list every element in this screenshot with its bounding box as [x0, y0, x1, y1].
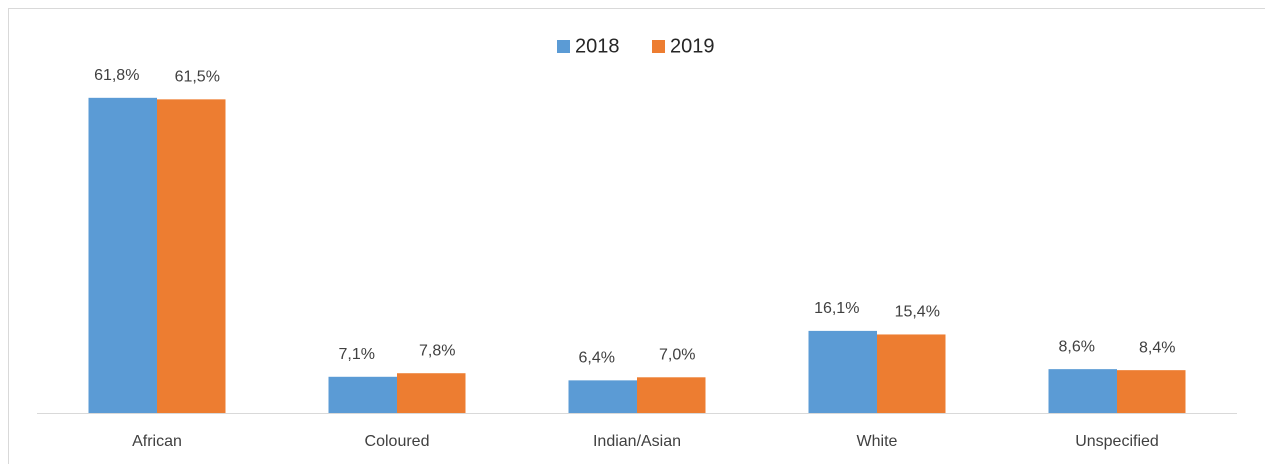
- data-label: 7,8%: [419, 342, 455, 359]
- bar: [568, 380, 637, 413]
- legend-label: 2018: [575, 35, 620, 57]
- data-label: 8,6%: [1059, 338, 1095, 355]
- x-tick-label: Unspecified: [1075, 433, 1159, 450]
- bar: [808, 330, 877, 413]
- legend-swatch: [557, 40, 570, 53]
- data-label: 8,4%: [1139, 339, 1175, 356]
- bar: [1048, 369, 1117, 413]
- bar: [637, 377, 706, 413]
- data-label: 6,4%: [579, 350, 615, 367]
- data-label: 7,1%: [339, 346, 375, 363]
- legend-label: 2019: [670, 35, 715, 57]
- bar: [397, 373, 466, 413]
- x-tick-label: African: [132, 433, 182, 450]
- x-tick-label: Coloured: [365, 433, 430, 450]
- x-tick-label: White: [857, 433, 898, 450]
- data-label: 7,0%: [659, 347, 695, 364]
- bar: [877, 334, 946, 413]
- bar: [88, 97, 157, 413]
- bar: [328, 376, 397, 413]
- data-label: 16,1%: [814, 300, 859, 317]
- data-label: 61,8%: [94, 67, 139, 84]
- bar: [157, 99, 226, 413]
- data-label: 61,5%: [175, 69, 220, 86]
- legend-swatch: [652, 40, 665, 53]
- x-tick-label: Indian/Asian: [593, 433, 681, 450]
- bar: [1117, 370, 1186, 413]
- data-label: 15,4%: [895, 304, 940, 321]
- chart-frame: [8, 8, 1265, 464]
